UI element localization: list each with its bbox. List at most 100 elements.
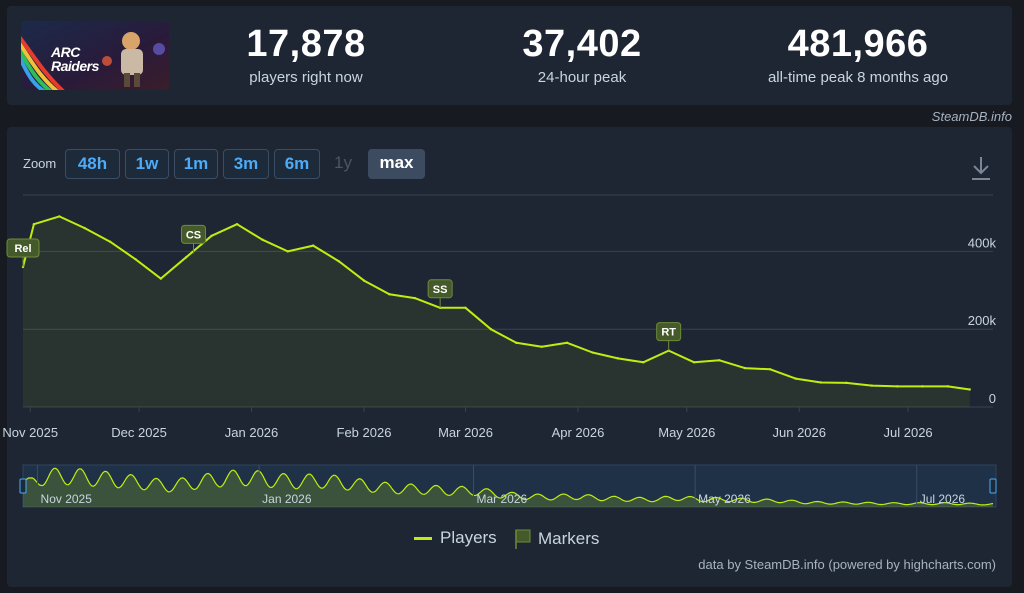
players-data-point (464, 306, 467, 310)
players-data-point (311, 244, 315, 247)
chart-panel (7, 127, 1012, 587)
y-tick-label: 400k (968, 235, 997, 250)
zoom-6m-button[interactable]: 6m (274, 149, 320, 179)
game-logo-art (21, 21, 169, 90)
navigator-tick-label: Jan 2026 (262, 492, 312, 506)
marker-flag[interactable]: SS (427, 279, 453, 308)
players-data-point (794, 377, 797, 380)
players-data-point (591, 351, 594, 354)
game-logo[interactable]: ARC Raiders (21, 21, 169, 90)
stat-label: all-time peak 8 months ago (767, 69, 949, 86)
players-data-point (819, 381, 823, 384)
x-tick-label: Dec 2025 (111, 425, 167, 440)
zoom-48h-button[interactable]: 48h (65, 149, 120, 179)
players-data-point (159, 277, 163, 280)
chart-legend: Players Markers (0, 528, 1024, 552)
zoom-1m-button[interactable]: 1m (174, 149, 218, 179)
players-data-point (83, 226, 86, 230)
marker-flag[interactable]: RT (656, 322, 682, 351)
players-data-point (235, 222, 239, 226)
download-icon[interactable] (969, 154, 993, 182)
navigator-tick-label: May 2026 (698, 492, 751, 506)
flag-icon (515, 529, 531, 549)
navigator-tick-label: Jul 2026 (920, 492, 966, 506)
players-data-point (540, 345, 543, 348)
players-data-point (261, 238, 264, 241)
players-data-point (946, 385, 950, 388)
players-data-point (616, 357, 620, 360)
x-tick-label: May 2026 (658, 425, 715, 440)
players-data-point (718, 359, 721, 362)
marker-flag[interactable]: CS (180, 224, 206, 254)
players-data-point (413, 296, 416, 300)
players-data-point (32, 222, 36, 226)
navigator-window[interactable] (22, 464, 997, 508)
marker-label: Rel (14, 243, 31, 255)
players-data-point (743, 366, 747, 370)
marker-flag-box (427, 279, 453, 299)
players-data-point (515, 341, 518, 345)
players-data-point (210, 234, 213, 238)
zoom-max-button[interactable]: max (368, 149, 425, 179)
legend-label: Markers (538, 529, 600, 548)
y-tick-label: 200k (968, 313, 997, 328)
navigator-right-handle[interactable] (989, 478, 997, 494)
x-tick-label: Apr 2026 (552, 425, 605, 440)
zoom-1y-button[interactable]: 1y (334, 153, 352, 172)
players-data-point (642, 361, 645, 364)
x-tick-label: Feb 2026 (337, 425, 392, 440)
stat-24h-peak: 37,402 24-hour peak (462, 24, 702, 86)
players-data-point (921, 385, 924, 388)
players-data-point (565, 341, 569, 345)
players-data-point (58, 215, 61, 218)
players-data-point (362, 279, 366, 282)
x-tick-label: Nov 2025 (2, 425, 58, 440)
players-data-point (489, 328, 493, 331)
players-data-point (388, 292, 391, 296)
players-area (23, 216, 970, 407)
legend-item-markers[interactable]: Markers (514, 528, 599, 550)
steamdb-credit-link[interactable]: SteamDB.info (931, 109, 1012, 124)
players-data-point (895, 385, 899, 388)
marker-label: RT (661, 327, 676, 339)
players-data-point (968, 388, 971, 391)
players-data-point (134, 257, 137, 261)
players-data-point (769, 368, 772, 371)
game-logo-text: ARC Raiders (51, 44, 99, 74)
x-tick-label: Jan 2026 (225, 425, 279, 440)
stat-value: 37,402 (522, 23, 642, 65)
chart-credit[interactable]: data by SteamDB.info (powered by highcha… (698, 557, 996, 572)
stat-label: players right now (249, 69, 363, 86)
players-data-point (337, 259, 340, 263)
players-data-point (870, 384, 874, 387)
legend-line-swatch (414, 536, 432, 540)
stats-panel (7, 6, 1012, 105)
stat-value: 17,878 (246, 23, 366, 65)
y-tick-label: 0 (989, 391, 996, 406)
stat-current-players: 17,878 players right now (186, 24, 426, 86)
navigator-left-handle[interactable] (19, 478, 27, 494)
zoom-1w-button[interactable]: 1w (125, 149, 169, 179)
stat-label: 24-hour peak (537, 69, 627, 86)
marker-label: CS (186, 229, 201, 241)
navigator-tick-label: Mar 2026 (476, 492, 527, 506)
players-data-point (692, 361, 696, 364)
x-tick-label: Jul 2026 (884, 425, 933, 440)
legend-label: Players (440, 528, 497, 547)
zoom-label: Zoom (23, 156, 57, 171)
players-data-point (845, 381, 848, 385)
legend-item-players[interactable]: Players (414, 528, 497, 548)
stat-all-time-peak: 481,966 all-time peak 8 months ago (738, 24, 978, 86)
players-data-point (185, 256, 188, 259)
marker-flag-box (180, 224, 206, 244)
players-data-point (108, 240, 112, 243)
navigator-series-line (22, 467, 994, 506)
x-tick-label: Mar 2026 (438, 425, 493, 440)
players-data-point (286, 250, 289, 253)
marker-flag[interactable]: Rel (6, 238, 40, 267)
zoom-3m-button[interactable]: 3m (223, 149, 269, 179)
stat-value: 481,966 (787, 23, 929, 65)
marker-flag-box (6, 238, 40, 258)
marker-label: SS (433, 284, 448, 296)
